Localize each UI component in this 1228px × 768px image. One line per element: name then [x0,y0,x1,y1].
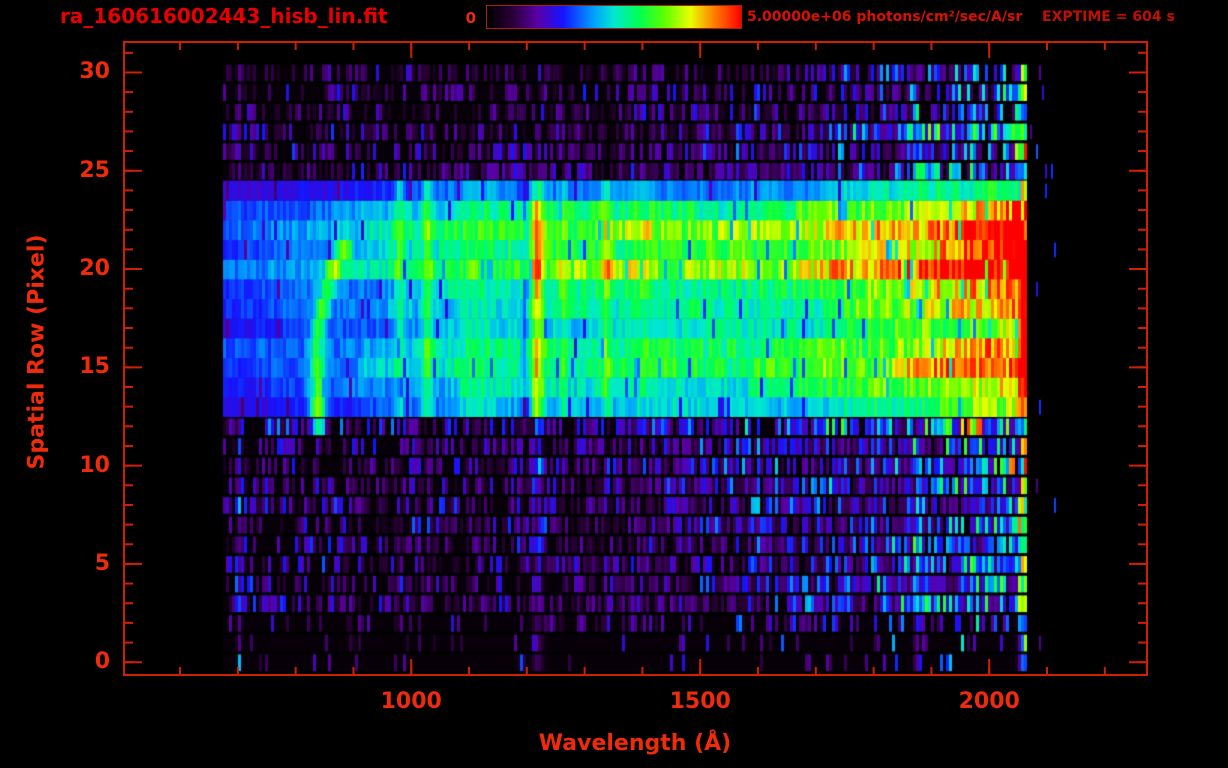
y-tick-label: 10 [79,452,110,478]
x-axis-label: Wavelength (Å) [538,731,732,756]
colorbar-gradient [486,5,742,29]
x-tick-label: 1000 [380,689,442,714]
spectrum-heatmap-image [124,42,1147,675]
y-tick-label: 30 [79,59,110,85]
exposure-time-label: EXPTIME = 604 s [1042,9,1175,25]
x-tick-label: 2000 [958,689,1020,714]
y-tick-label: 5 [94,550,110,576]
y-tick-label: 0 [94,649,110,675]
plot-title: ra_160616002443_hisb_lin.fit [60,4,388,28]
y-tick-label: 15 [79,354,110,380]
y-tick-label: 20 [79,256,110,282]
y-tick-label: 25 [79,157,110,183]
colorbar-min-label: 0 [465,9,476,27]
x-tick-label: 1500 [669,689,731,714]
colorbar-max-label: 5.00000e+06 photons/cm²/sec/A/sr [747,9,1023,25]
